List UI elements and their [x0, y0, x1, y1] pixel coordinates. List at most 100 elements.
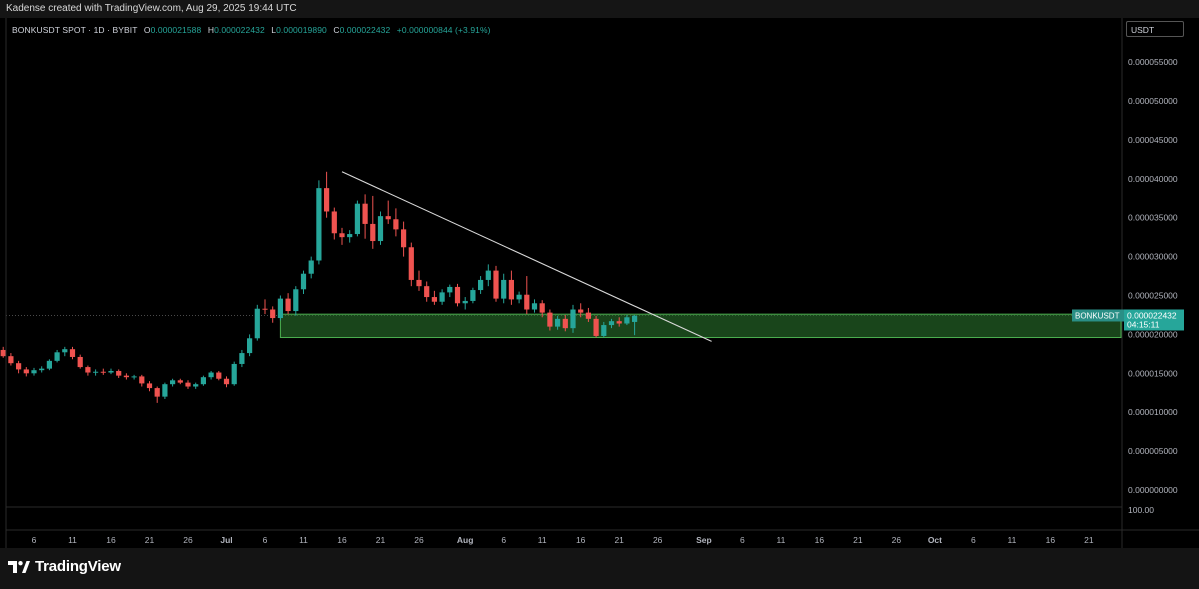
candle-up[interactable] [231, 363, 237, 385]
candle-down[interactable] [185, 382, 191, 387]
candle-down[interactable] [524, 294, 530, 310]
candle-up[interactable] [239, 353, 245, 364]
x-tick-label: 11 [1007, 535, 1016, 545]
brand-name: TradingView [35, 558, 121, 575]
candle-up[interactable] [608, 321, 615, 326]
candle-up[interactable] [293, 289, 299, 312]
candle-up[interactable] [462, 300, 468, 304]
candle-down[interactable] [23, 369, 29, 374]
x-tick-label: 11 [538, 535, 547, 545]
ohlc-legend: BONKUSDT SPOT · 1D · BYBIT O0.000021588 … [12, 25, 491, 35]
candle-up[interactable] [254, 308, 260, 339]
candle-up[interactable] [624, 317, 630, 324]
candle-up[interactable] [308, 260, 314, 274]
candle-up[interactable] [478, 279, 484, 291]
candle-down[interactable] [547, 312, 553, 327]
candle-up[interactable] [439, 292, 445, 302]
candle-up[interactable] [470, 290, 476, 301]
candle-up[interactable] [377, 216, 384, 242]
candle-up[interactable] [347, 234, 353, 238]
candle-up[interactable] [570, 309, 576, 329]
candle-down[interactable] [16, 363, 22, 370]
trendline-layer[interactable] [341, 171, 712, 342]
candle-up[interactable] [277, 298, 283, 319]
candle-down[interactable] [401, 229, 407, 248]
legend-high-label: H [207, 25, 215, 35]
candle-up[interactable] [193, 384, 199, 387]
candle-down[interactable] [370, 223, 376, 242]
candle-down[interactable] [216, 372, 222, 379]
candle-down[interactable] [362, 203, 368, 224]
candle-down[interactable] [493, 270, 499, 299]
candle-up[interactable] [501, 279, 507, 299]
candle-down[interactable] [408, 247, 414, 280]
candle-up[interactable] [200, 377, 206, 385]
tradingview-logo-icon [8, 560, 30, 573]
candle-down[interactable] [116, 370, 122, 376]
candle-up[interactable] [93, 371, 99, 373]
candle-up[interactable] [170, 380, 176, 385]
candle-down[interactable] [146, 383, 153, 389]
candle-down[interactable] [508, 279, 514, 300]
attribution-bar: Kadense created with TradingView.com, Au… [0, 0, 1199, 18]
candle-down[interactable] [139, 376, 145, 384]
candle-down[interactable] [69, 349, 76, 357]
candle-up[interactable] [354, 203, 360, 235]
candle-up[interactable] [447, 286, 453, 293]
candle-up[interactable] [108, 370, 114, 373]
candle-up[interactable] [247, 338, 253, 354]
candle-up[interactable] [131, 376, 137, 378]
candle-up[interactable] [208, 372, 214, 378]
candle-down[interactable] [339, 233, 345, 238]
x-tick-label: 26 [183, 535, 193, 545]
descending-trendline[interactable] [341, 171, 712, 342]
candle-down[interactable] [85, 367, 91, 373]
y-tick-label: 0.000015000 [1128, 368, 1178, 378]
candle-down[interactable] [100, 371, 106, 373]
candle-down[interactable] [593, 318, 599, 336]
candle-down[interactable] [324, 188, 330, 212]
candle-down[interactable] [77, 356, 83, 368]
candle-down[interactable] [0, 349, 6, 357]
candle-down[interactable] [285, 298, 291, 312]
candle-up[interactable] [39, 368, 45, 371]
candle-down[interactable] [616, 321, 622, 324]
candle-down[interactable] [123, 375, 129, 378]
candle-down[interactable] [177, 380, 183, 383]
candle-up[interactable] [485, 270, 491, 280]
candle-down[interactable] [331, 211, 337, 234]
candle-down[interactable] [539, 303, 545, 313]
candle-down[interactable] [8, 356, 14, 364]
candle-up[interactable] [31, 370, 37, 374]
candle-up[interactable] [601, 325, 607, 336]
candle-up[interactable] [300, 273, 307, 290]
candle-up[interactable] [46, 360, 52, 369]
candle-down[interactable] [585, 312, 591, 319]
candle-up[interactable] [316, 188, 322, 261]
candle-up[interactable] [555, 318, 561, 327]
candle-up[interactable] [162, 384, 168, 397]
candle-down[interactable] [393, 219, 399, 230]
candle-up[interactable] [632, 315, 638, 322]
candle-down[interactable] [154, 388, 160, 397]
candle-down[interactable] [454, 286, 461, 304]
candle-up[interactable] [531, 303, 538, 310]
candle-up[interactable] [62, 349, 68, 353]
candle-down[interactable] [223, 378, 230, 385]
candle-down[interactable] [416, 279, 422, 287]
candle-down[interactable] [431, 297, 437, 302]
currency-selector[interactable]: USDT [1126, 21, 1184, 37]
candle-down[interactable] [385, 216, 391, 220]
candle-up[interactable] [516, 294, 522, 300]
candle-down[interactable] [578, 309, 584, 313]
candle-down[interactable] [262, 308, 268, 310]
candle-up[interactable] [54, 352, 60, 361]
candle-down[interactable] [270, 309, 276, 319]
y-tick-label: 0.000055000 [1128, 57, 1178, 67]
x-tick-label: Aug [457, 535, 474, 545]
candle-down[interactable] [424, 286, 430, 298]
candle-down[interactable] [562, 318, 568, 329]
tradingview-logo[interactable]: TradingView [8, 558, 121, 575]
candles-layer[interactable] [0, 171, 638, 403]
